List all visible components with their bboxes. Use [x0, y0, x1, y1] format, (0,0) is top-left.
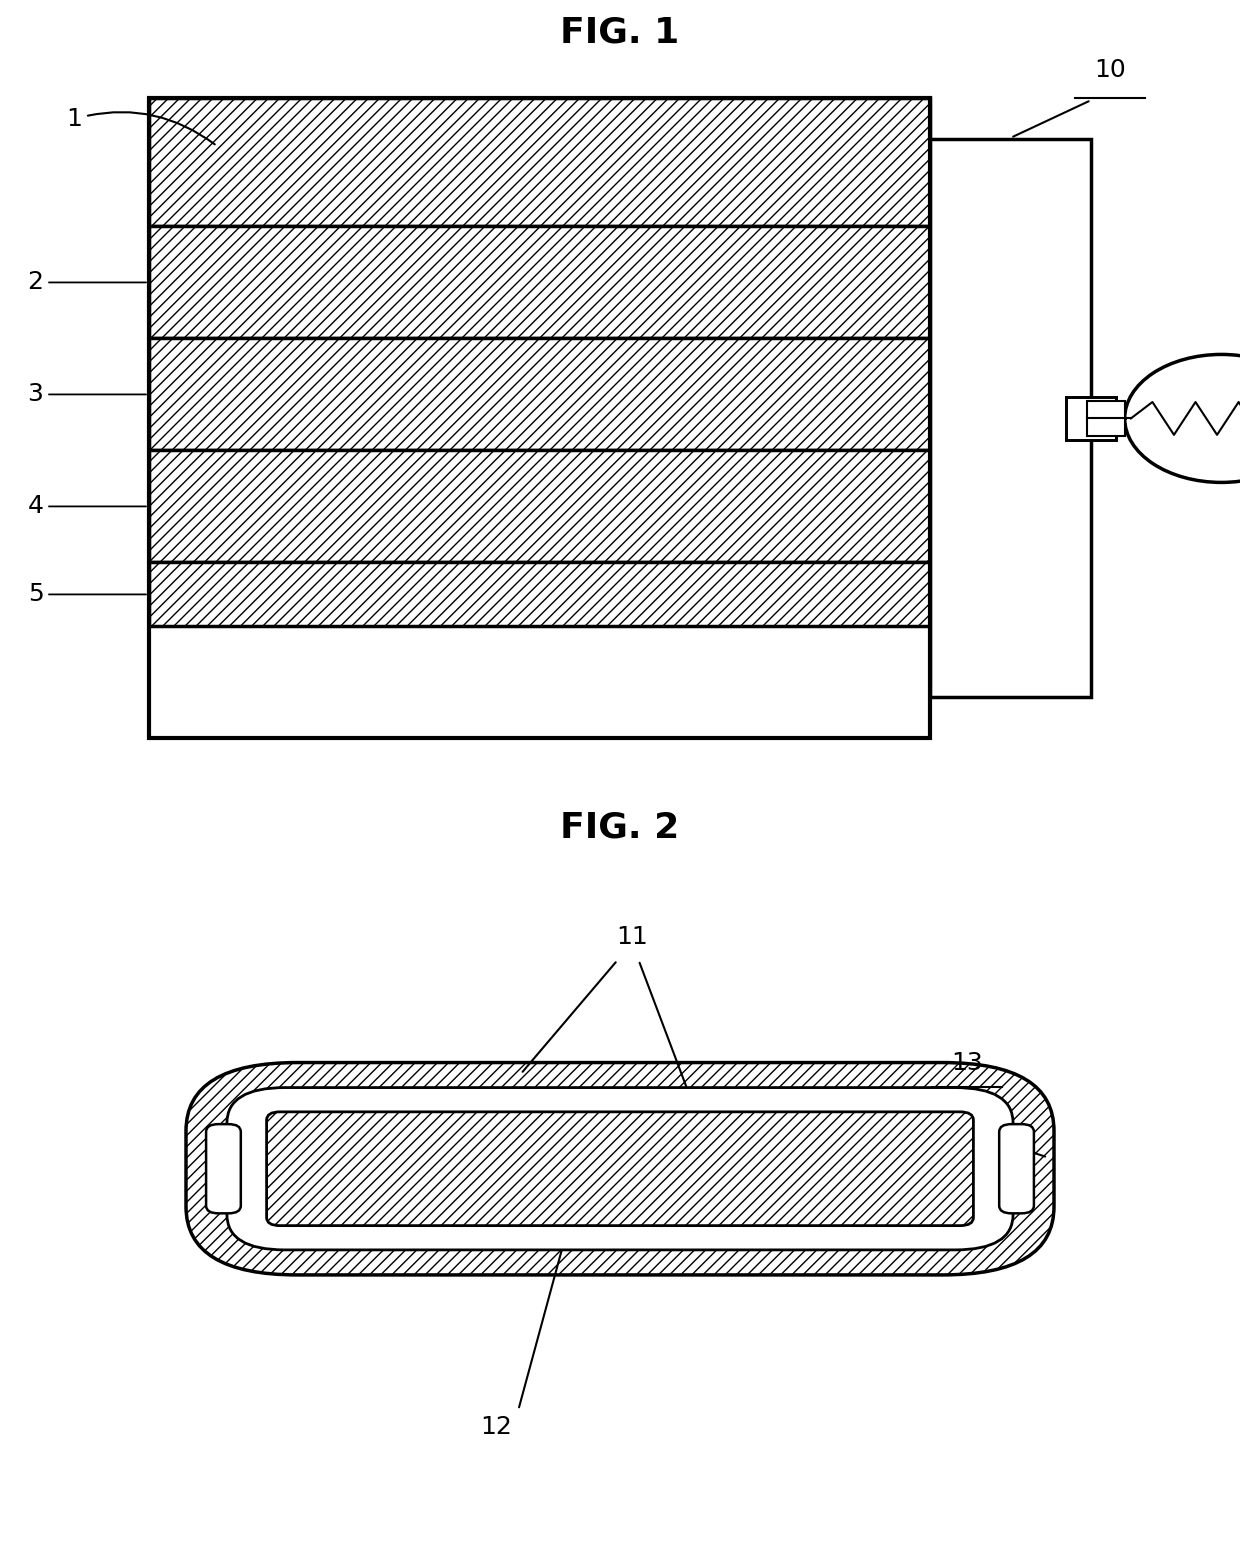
Bar [149, 450, 930, 562]
Text: 13: 13 [951, 1051, 983, 1074]
Bar [1087, 401, 1125, 435]
Bar [1066, 398, 1116, 440]
Text: FIG. 2: FIG. 2 [560, 811, 680, 844]
Circle shape [1125, 354, 1240, 483]
Bar [149, 99, 930, 738]
Text: 10: 10 [1094, 57, 1126, 82]
FancyBboxPatch shape [999, 1124, 1034, 1214]
Text: 2: 2 [27, 271, 146, 294]
Text: FIG. 1: FIG. 1 [560, 15, 680, 50]
FancyBboxPatch shape [267, 1111, 973, 1226]
Bar [149, 339, 930, 450]
Bar [149, 562, 930, 627]
Bar [149, 99, 930, 226]
Text: 1: 1 [67, 107, 215, 144]
FancyBboxPatch shape [227, 1088, 1013, 1249]
FancyBboxPatch shape [206, 1124, 241, 1214]
Text: 4: 4 [27, 494, 146, 519]
Bar [930, 139, 1091, 697]
Bar [149, 339, 930, 450]
Text: 11: 11 [616, 924, 649, 949]
Bar [149, 226, 930, 339]
Bar [149, 99, 930, 226]
Bar [149, 450, 930, 562]
Bar [149, 562, 930, 627]
Bar [149, 226, 930, 339]
Text: 5: 5 [27, 582, 146, 607]
Text: 3: 3 [27, 382, 146, 407]
FancyBboxPatch shape [186, 1062, 1054, 1276]
Text: 12: 12 [480, 1415, 512, 1438]
